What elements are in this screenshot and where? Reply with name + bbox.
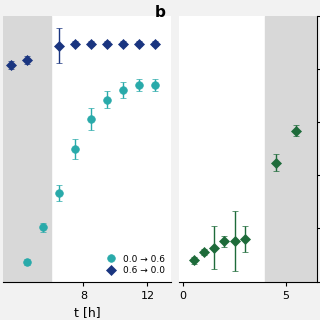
Bar — [3, 16, 51, 282]
X-axis label: t [h]: t [h] — [74, 306, 101, 319]
Text: b: b — [154, 5, 165, 20]
Legend: 0.0 → 0.6, 0.6 → 0.0: 0.0 → 0.6, 0.6 → 0.0 — [100, 253, 167, 277]
Bar — [265, 16, 317, 282]
